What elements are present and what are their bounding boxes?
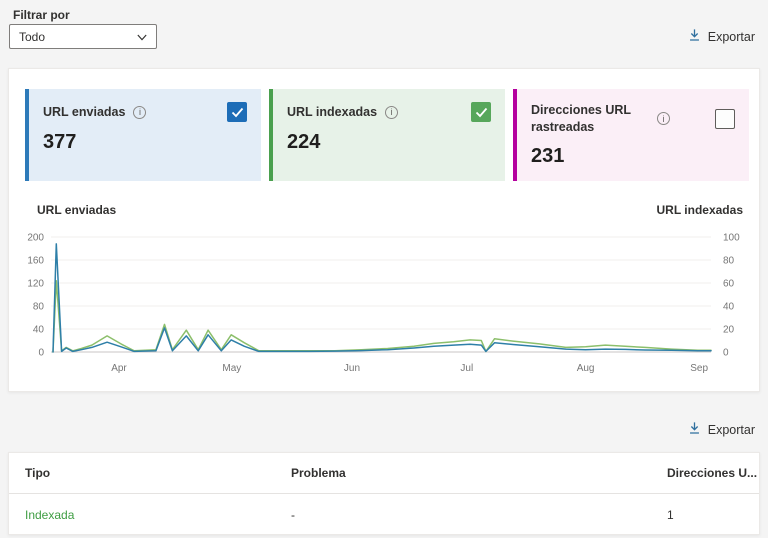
filter-dropdown-value: Todo <box>19 29 46 44</box>
svg-text:Sep: Sep <box>690 363 708 374</box>
stat-value: 224 <box>287 131 321 153</box>
download-icon <box>688 28 701 45</box>
stat-card-url-enviadas: URL enviadas i 377 <box>25 89 261 181</box>
svg-text:Jul: Jul <box>460 363 473 374</box>
stat-card-direcciones-rastreadas: Direcciones URL rastreadas i 231 <box>513 89 749 181</box>
chevron-down-icon <box>137 30 147 44</box>
results-table: Tipo Problema Direcciones U... Indexada … <box>8 452 760 535</box>
svg-text:200: 200 <box>27 233 44 244</box>
stat-title: URL indexadas <box>287 104 378 119</box>
checkbox[interactable] <box>715 108 735 129</box>
stat-title: Direcciones URL rastreadas <box>531 103 631 134</box>
svg-text:May: May <box>222 363 241 374</box>
stat-value: 231 <box>531 144 565 167</box>
stat-value: 377 <box>43 131 77 153</box>
column-header-direcciones: Direcciones U... <box>667 466 758 480</box>
svg-text:40: 40 <box>33 325 45 336</box>
svg-text:120: 120 <box>27 279 44 290</box>
checkbox[interactable] <box>227 102 247 122</box>
chart-left-axis-title: URL enviadas <box>37 203 117 217</box>
line-chart: 0 40 80 120 160 200 0 20 40 60 80 100 Apr May Jun Jul Au… <box>27 233 740 375</box>
stat-title: URL enviadas <box>43 104 126 119</box>
table-header-row: Tipo Problema Direcciones U... <box>9 453 759 494</box>
column-header-problema: Problema <box>291 466 346 480</box>
info-icon[interactable]: i <box>133 105 147 119</box>
export-label: Exportar <box>707 29 755 44</box>
svg-text:60: 60 <box>723 279 735 290</box>
svg-text:80: 80 <box>33 302 45 313</box>
export-button-top[interactable]: Exportar <box>688 28 755 45</box>
stat-card-url-indexadas: URL indexadas i 224 <box>269 89 505 181</box>
info-icon[interactable]: i <box>657 112 670 126</box>
cell-tipo-link[interactable]: Indexada <box>25 507 75 522</box>
svg-text:80: 80 <box>723 256 735 267</box>
table-row: Indexada - 1 <box>9 494 759 534</box>
filter-label: Filtrar por <box>13 8 70 22</box>
svg-text:40: 40 <box>723 302 735 313</box>
stat-card-row: URL enviadas i 377 URL indexadas i 224 D… <box>25 89 749 181</box>
svg-text:20: 20 <box>723 325 735 336</box>
export-button-table[interactable]: Exportar <box>688 421 755 438</box>
export-label: Exportar <box>707 422 755 437</box>
svg-text:Aug: Aug <box>577 363 595 374</box>
svg-text:Jun: Jun <box>344 363 360 374</box>
chart-right-axis-title: URL indexadas <box>656 203 743 217</box>
svg-text:0: 0 <box>38 348 44 359</box>
column-header-tipo: Tipo <box>25 466 51 480</box>
svg-text:100: 100 <box>723 233 740 244</box>
cell-problema: - <box>291 507 295 522</box>
svg-text:160: 160 <box>27 256 44 267</box>
chart-panel: URL enviadas i 377 URL indexadas i 224 D… <box>8 68 760 392</box>
checkbox[interactable] <box>471 102 491 122</box>
download-icon <box>688 421 701 438</box>
info-icon[interactable]: i <box>385 105 399 119</box>
svg-text:Apr: Apr <box>111 363 127 374</box>
svg-text:0: 0 <box>723 348 729 359</box>
cell-direcciones: 1 <box>667 507 674 522</box>
filter-dropdown[interactable]: Todo <box>9 24 157 49</box>
